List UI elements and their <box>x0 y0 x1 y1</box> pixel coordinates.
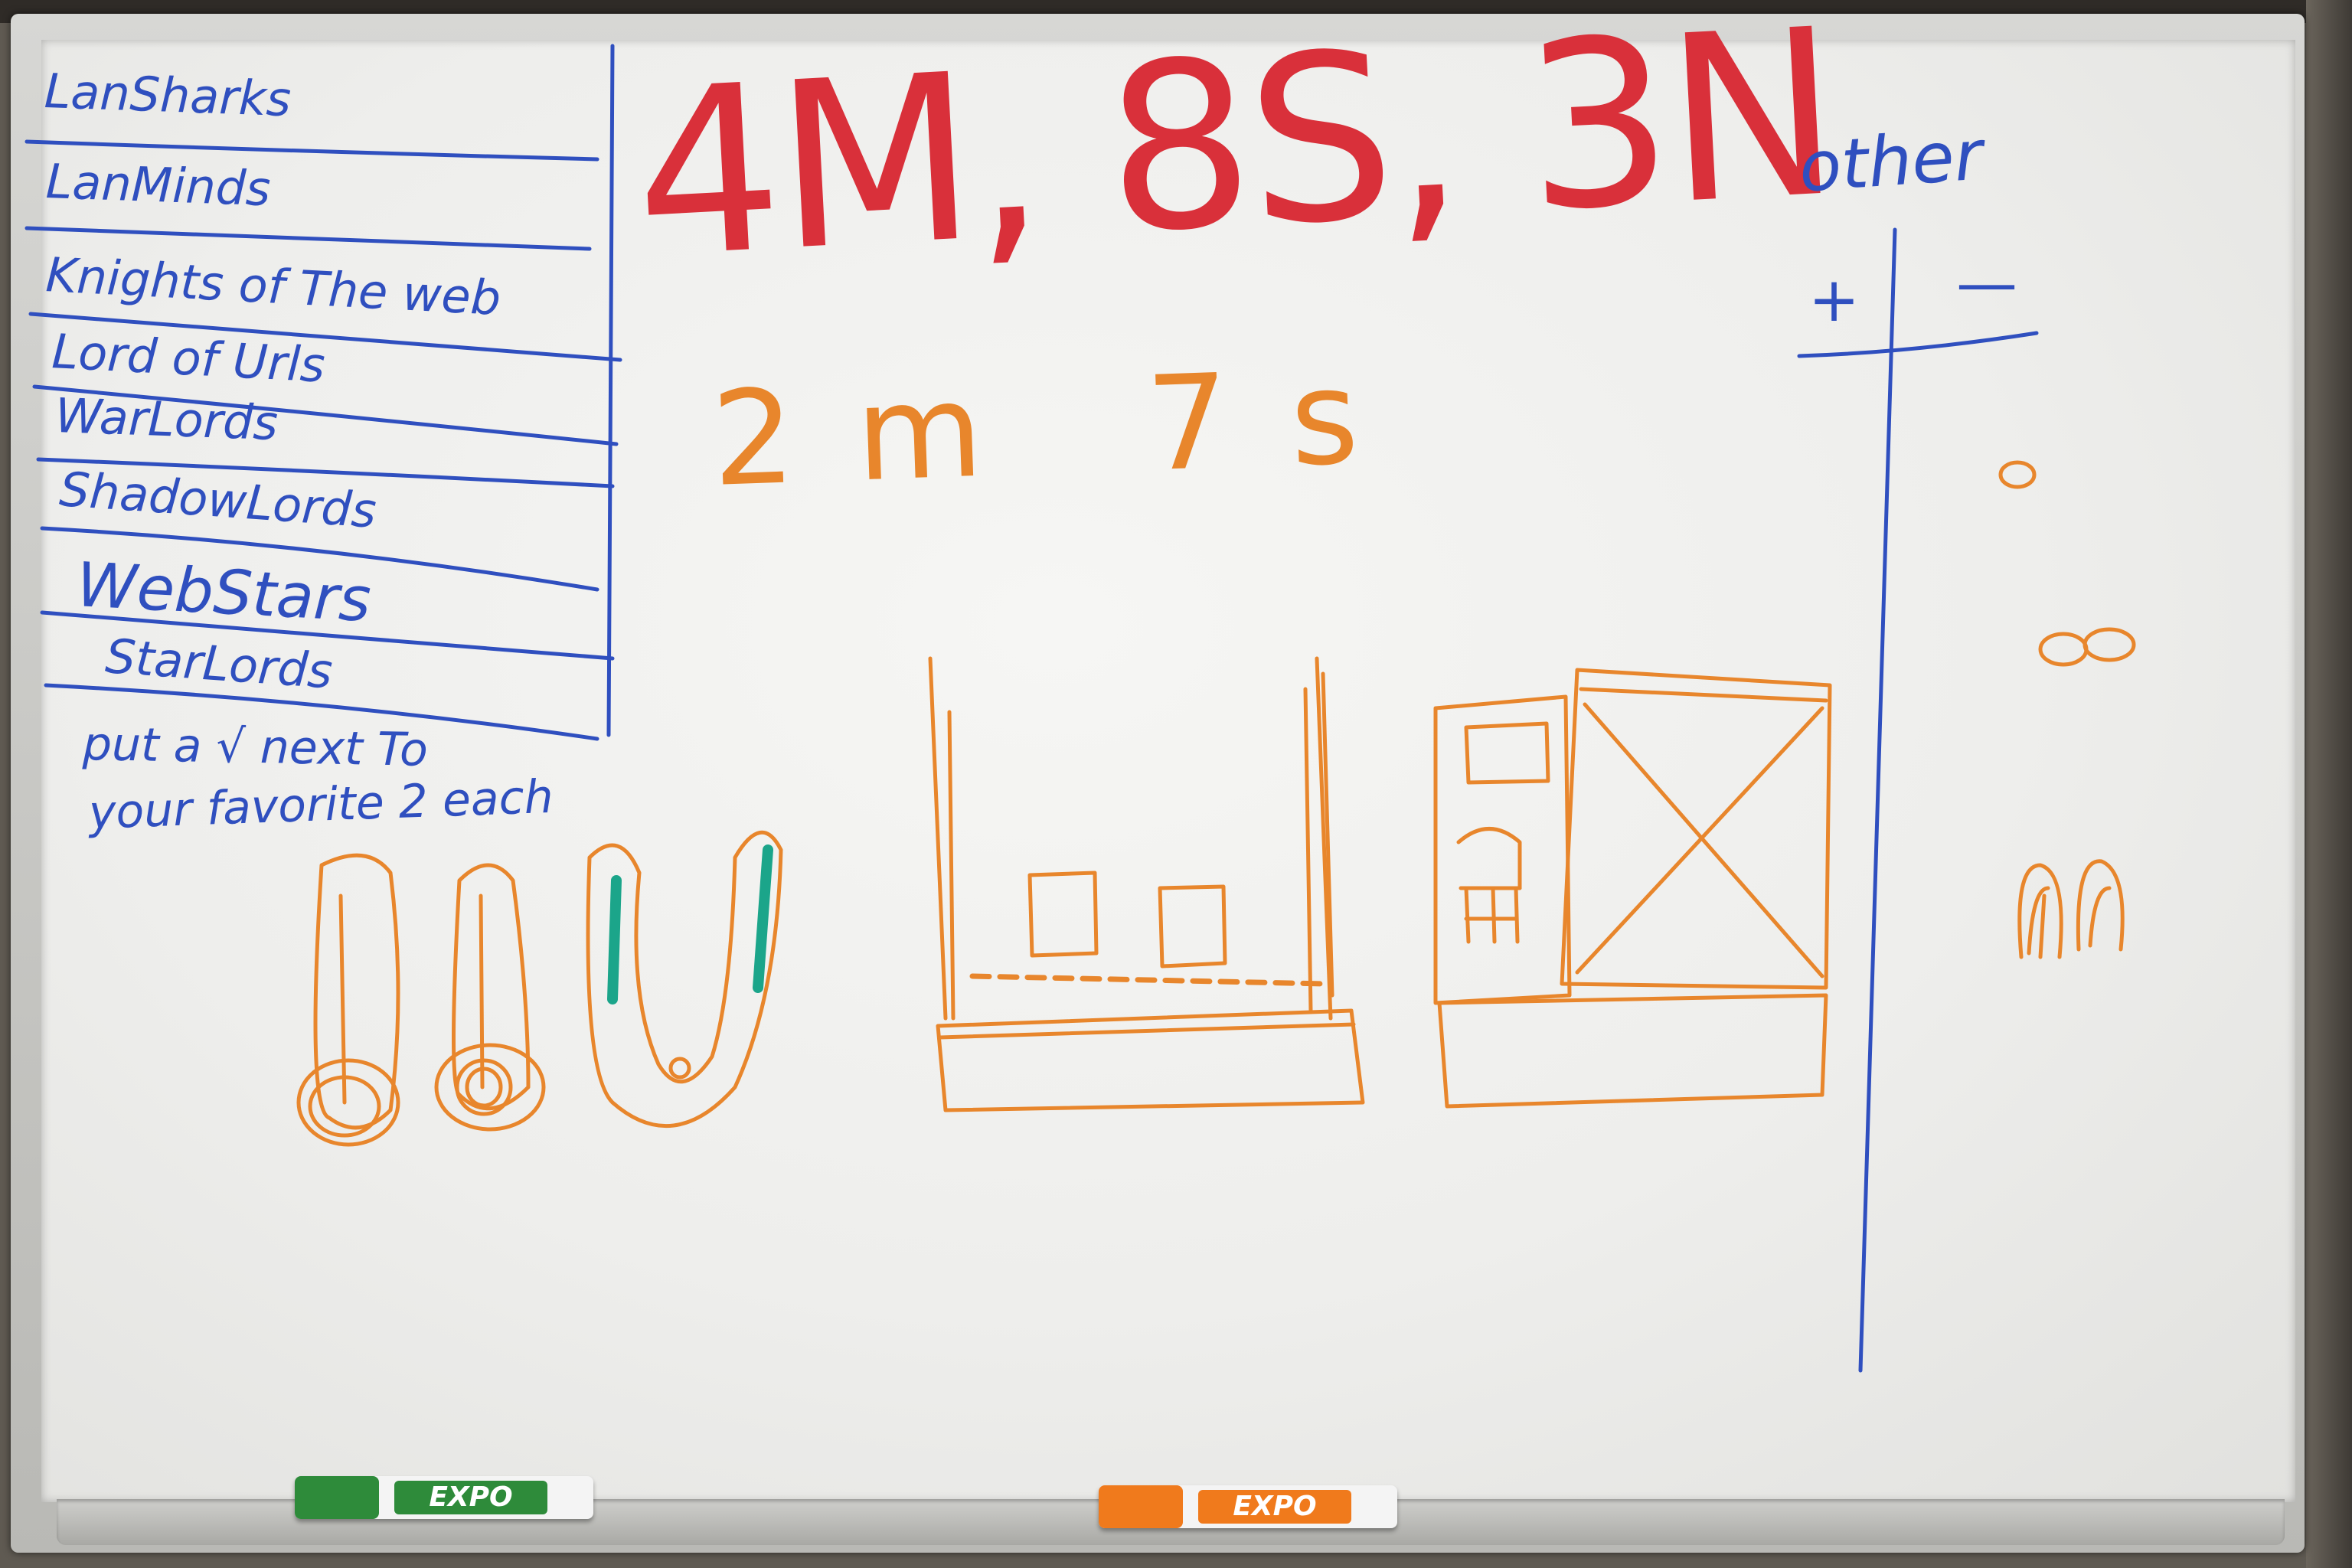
team-name-2: LanMinds <box>44 153 272 217</box>
green-marker-label: EXPO <box>394 1481 547 1514</box>
team-name-7: WebStars <box>74 549 373 636</box>
list-rule-3 <box>28 312 622 362</box>
sketch-cabinet <box>1433 668 1832 1109</box>
other-marks <box>1998 460 2136 959</box>
secondary-tally: 2m 7s <box>709 339 1423 516</box>
instruction-line-1: put a √ next To <box>82 717 429 777</box>
wall-background-right <box>2306 0 2352 1568</box>
green-marker[interactable]: EXPO <box>295 1476 593 1519</box>
list-rule-2 <box>24 226 592 251</box>
other-plus-label: + <box>1808 264 1860 335</box>
teal-stroke-right <box>753 844 773 993</box>
list-rule-8 <box>44 683 599 741</box>
teal-stroke-left <box>607 875 622 1004</box>
team-name-4: Lord of Urls <box>51 323 327 394</box>
list-rule-4 <box>32 384 619 446</box>
list-rule-7 <box>40 610 615 661</box>
list-rule-5 <box>36 457 615 488</box>
other-minus-label: — <box>1956 247 2017 318</box>
sketch-u-shapes <box>296 830 783 1147</box>
other-horizontal-line <box>1797 331 2039 358</box>
green-marker-cap <box>295 1476 379 1519</box>
orange-marker-cap <box>1099 1485 1183 1528</box>
team-name-5: WarLords <box>54 387 279 452</box>
list-rule-1 <box>24 139 599 162</box>
main-tally: 4M, 8S, 3N <box>628 0 1841 309</box>
orange-marker[interactable]: EXPO <box>1099 1485 1397 1528</box>
other-vertical-line <box>1858 227 1897 1373</box>
whiteboard-surface <box>41 40 2295 1502</box>
other-heading: other <box>1796 115 1985 208</box>
list-vertical-line <box>606 44 615 737</box>
sketch-stand <box>928 656 1365 1112</box>
orange-marker-label: EXPO <box>1198 1490 1351 1524</box>
list-rule-6 <box>40 526 599 592</box>
whiteboard-frame <box>11 14 2305 1553</box>
team-name-1: LanSharks <box>43 63 292 128</box>
